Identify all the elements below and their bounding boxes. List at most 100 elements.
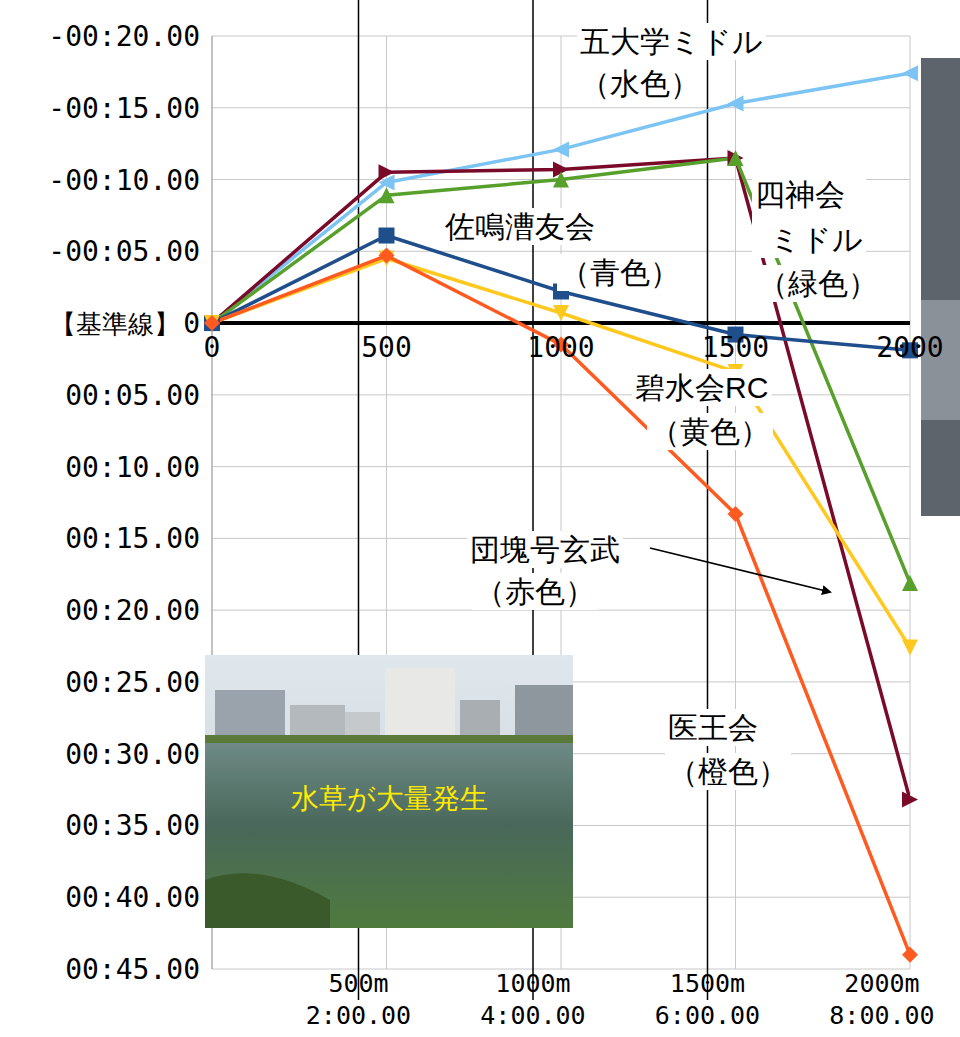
series-name-group: 碧水会RC (632, 369, 771, 406)
label-arrow (650, 548, 830, 592)
series-marker (204, 315, 220, 331)
series-annotation-group: （赤色） (472, 573, 598, 610)
series-marker (553, 305, 569, 321)
photo-water (205, 743, 573, 928)
x-tick-label: 1000 (527, 331, 594, 364)
series-annotation-group: （水色） (577, 65, 703, 102)
series-labels: 五大学ミドル （水色） 団塊号玄武 （赤色） 四神会ミドル （緑色） 佐鳴漕友会 （青色） 碧水… (442, 23, 881, 790)
series-line (212, 158, 910, 583)
series-marker (728, 150, 744, 166)
y-tick-label: 00:25.00 (65, 666, 200, 699)
label-patch (755, 265, 881, 302)
label-patch (472, 573, 598, 610)
y-tick-label: 00:45.00 (65, 953, 200, 986)
distance-label: 1500m (670, 969, 745, 998)
x-tick-label: 2000 (876, 331, 943, 364)
label-patch (647, 413, 773, 450)
series-name: 碧水会RC (635, 371, 768, 404)
series-name-group: 四神会ミドル (752, 176, 866, 258)
series-annotation-group: （黄色） (647, 413, 773, 450)
photo-bank (205, 735, 573, 743)
series-annotation: （青色） (560, 256, 680, 289)
photo-strip (921, 58, 960, 516)
series-markers (204, 65, 918, 962)
series-marker (379, 187, 395, 203)
series-marker (379, 164, 395, 180)
series-marker (902, 639, 918, 655)
photo-building (460, 700, 500, 740)
time-label: 8:00.00 (829, 1001, 934, 1030)
label-patch (577, 23, 766, 60)
series-name: 五大学ミドル (580, 25, 763, 58)
series-annotation: （水色） (580, 67, 700, 100)
series-annotation: （赤色） (475, 575, 595, 608)
series-annotation-group: （青色） (557, 254, 683, 291)
series-annotation: （橙色） (668, 755, 788, 788)
series-name-group: 五大学ミドル (577, 23, 766, 60)
y-tick-label: -00:15.00 (48, 92, 200, 125)
label-patch (557, 254, 683, 291)
y-tick-label: 00:30.00 (65, 738, 200, 771)
chart: 水草が大量発生-00:20.00-00:15.00-00:10.00-00:05… (0, 0, 960, 1037)
series-name-group: 佐鳴漕友会 (442, 208, 598, 245)
label-patch (665, 753, 791, 790)
series-annotation-group: （緑色） (755, 265, 881, 302)
series-marker (204, 315, 220, 331)
label-patch (632, 369, 771, 406)
series-marker (728, 95, 744, 111)
series-annotation: （黄色） (650, 415, 770, 448)
label-patch (665, 709, 761, 746)
series-name-group: 団塊号玄武 (467, 531, 623, 568)
series-marker (204, 315, 220, 331)
series-marker (204, 315, 220, 331)
series-marker (902, 65, 918, 81)
distance-label: 1000m (495, 969, 570, 998)
x-grid-line (910, 36, 911, 969)
time-label: 2:00.00 (306, 1001, 411, 1030)
x-grid-line (735, 36, 736, 969)
x-tick-label: 1500 (702, 331, 769, 364)
series-marker (553, 172, 569, 188)
series-name: 四神会ミドル (755, 178, 863, 256)
distance-label: 2000m (844, 969, 919, 998)
series-marker (902, 575, 918, 591)
series-marker (553, 141, 569, 157)
photo-weeds (205, 873, 330, 928)
label-patch (577, 65, 703, 102)
distance-label: 500m (328, 969, 388, 998)
series-lines (212, 73, 910, 954)
series-marker (728, 150, 744, 166)
series-marker (379, 228, 395, 244)
series-marker (902, 947, 918, 963)
photo-inset: 水草が大量発生 (205, 655, 573, 928)
series-line (212, 258, 910, 647)
label-line: ミドル (770, 223, 863, 256)
y-tick-label: 00:40.00 (65, 881, 200, 914)
x-tick-label: 0 (204, 331, 221, 364)
x-tick-label: 500 (361, 331, 412, 364)
y-tick-label: -00:20.00 (48, 20, 200, 53)
series-name: 団塊号玄武 (470, 533, 620, 566)
photo-caption: 水草が大量発生 (291, 783, 488, 814)
y-tick-label: -00:05.00 (48, 235, 200, 268)
photo-building (215, 690, 285, 740)
y-tick-label: 00:15.00 (65, 522, 200, 555)
label-patch (442, 208, 598, 245)
series-marker (379, 248, 395, 264)
photo-building (290, 705, 345, 740)
label-line: 四神会 (755, 178, 845, 211)
photo-building (385, 668, 455, 740)
photo-building (515, 685, 573, 740)
series-name-group: 医王会 (665, 709, 761, 746)
series-line (212, 158, 910, 800)
baseline-label: 【基準線】 (50, 309, 180, 339)
series-marker (204, 315, 220, 331)
label-patch (752, 176, 866, 258)
series-marker (204, 315, 220, 331)
series-name: 佐鳴漕友会 (445, 210, 595, 243)
y-tick-label: 00:05.00 (65, 379, 200, 412)
series-annotation-group: （橙色） (665, 753, 791, 790)
series-name: 医王会 (668, 711, 758, 744)
series-line (212, 256, 910, 955)
axis-labels: -00:20.00-00:15.00-00:10.00-00:05.00000:… (48, 20, 943, 1030)
